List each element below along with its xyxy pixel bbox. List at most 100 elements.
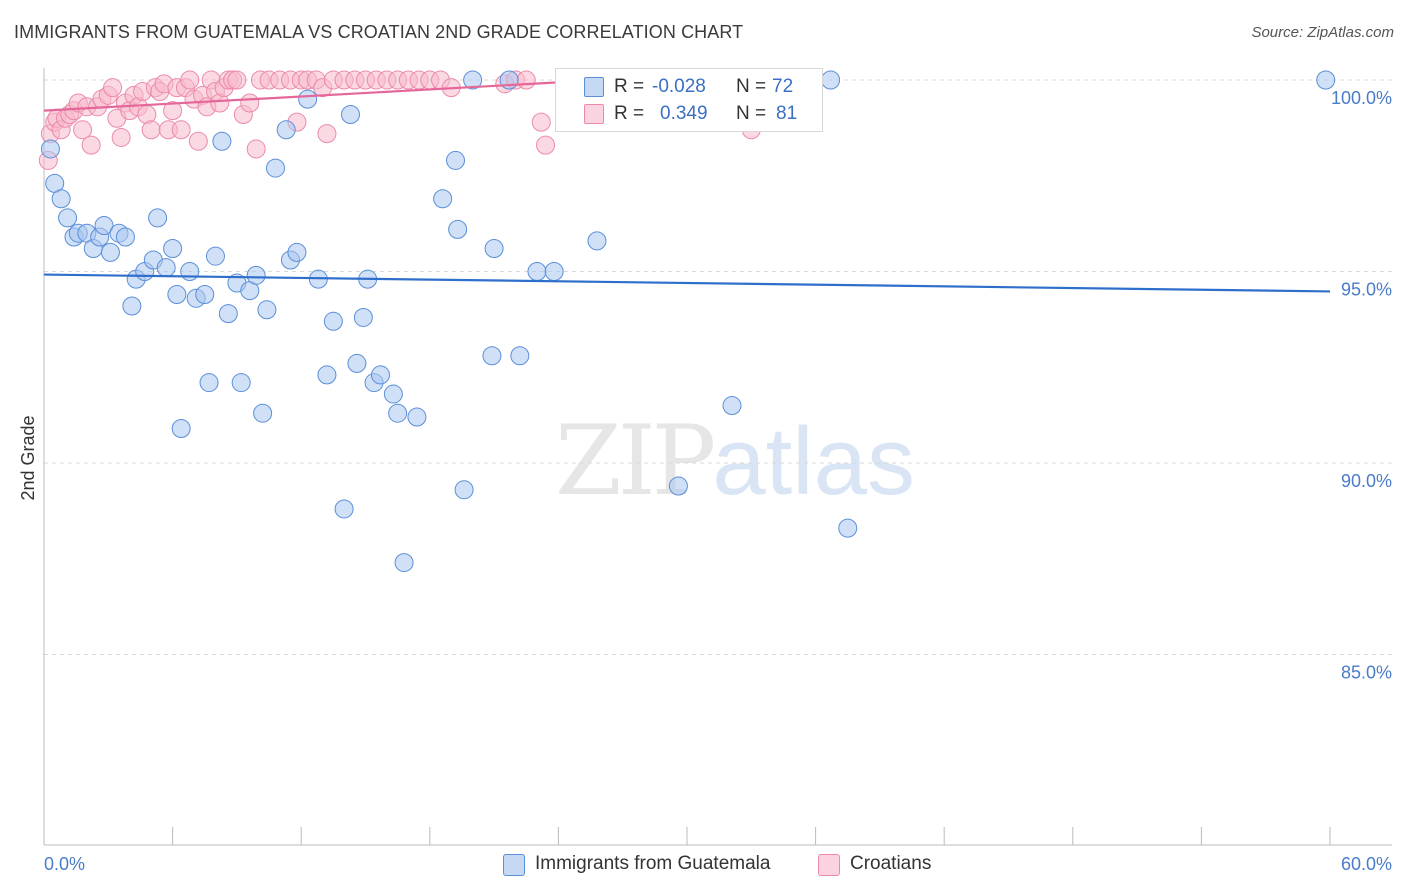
data-point-guatemala [205, 246, 225, 266]
data-point-guatemala [148, 208, 168, 228]
data-point-croatians [180, 70, 200, 90]
series-guatemala [40, 70, 1336, 573]
data-point-guatemala [446, 150, 466, 170]
data-point-guatemala [394, 553, 414, 573]
axes [43, 68, 1392, 846]
data-point-guatemala [287, 242, 307, 262]
legend-n-label: N = [736, 76, 767, 97]
data-point-guatemala [482, 346, 502, 366]
legend-swatch-pink [818, 854, 840, 876]
data-point-guatemala [433, 189, 453, 209]
legend-label-guatemala: Immigrants from Guatemala [535, 853, 771, 874]
data-point-guatemala [347, 353, 367, 373]
data-point-guatemala [298, 89, 318, 109]
data-point-guatemala [668, 476, 688, 496]
data-point-guatemala [171, 419, 191, 439]
data-point-guatemala [156, 258, 176, 278]
data-point-guatemala [58, 208, 78, 228]
data-point-guatemala [340, 104, 360, 124]
correlation-legend: R = -0.028 N = 72 R = 0.349 N = 81 [555, 68, 823, 132]
data-point-croatians [227, 70, 247, 90]
data-point-guatemala [544, 262, 564, 281]
data-point-croatians [103, 78, 123, 98]
data-point-guatemala [276, 120, 296, 140]
data-point-croatians [171, 120, 191, 140]
data-point-guatemala [838, 518, 858, 538]
y-tick-label: 100.0% [1331, 88, 1392, 108]
data-point-guatemala [94, 216, 114, 236]
data-point-guatemala [317, 365, 337, 385]
x-ticks [43, 827, 1331, 845]
data-point-croatians [240, 93, 260, 113]
data-point-guatemala [231, 373, 251, 393]
data-point-guatemala [323, 311, 343, 331]
y-tick-label: 90.0% [1341, 471, 1392, 491]
data-point-guatemala [115, 227, 135, 247]
data-point-croatians [246, 139, 266, 159]
watermark-atlas: atlas [712, 408, 915, 515]
data-point-guatemala [218, 304, 238, 324]
data-point-croatians [141, 120, 161, 140]
data-point-guatemala [180, 262, 200, 281]
data-point-croatians [163, 101, 183, 121]
trend-line-croatians [43, 78, 602, 112]
data-point-guatemala [195, 284, 215, 304]
data-point-guatemala [163, 239, 183, 259]
data-point-guatemala [246, 265, 266, 285]
data-point-croatians [516, 70, 536, 90]
data-point-croatians [536, 135, 556, 155]
x-tick-label-max: 60.0% [1341, 854, 1392, 874]
data-point-guatemala [100, 242, 120, 262]
data-point-croatians [73, 120, 93, 140]
data-point-guatemala [199, 373, 219, 393]
y-tick-label: 95.0% [1341, 280, 1392, 300]
data-point-guatemala [1316, 70, 1336, 90]
watermark-zip: ZIP [555, 405, 716, 517]
data-point-guatemala [353, 307, 373, 327]
chart-title: IMMIGRANTS FROM GUATEMALA VS CROATIAN 2N… [14, 22, 744, 42]
y-tick-labels: 85.0% 90.0% 95.0% 100.0% [1331, 88, 1392, 683]
data-point-guatemala [527, 262, 547, 281]
data-point-guatemala [448, 219, 468, 239]
data-point-guatemala [371, 365, 391, 385]
data-point-croatians [531, 112, 551, 132]
grid-lines [44, 79, 1392, 655]
data-point-guatemala [383, 384, 403, 404]
data-point-guatemala [122, 296, 142, 316]
y-tick-label: 85.0% [1341, 663, 1392, 683]
data-point-guatemala [388, 403, 408, 423]
series-legend: Immigrants from Guatemala Croatians [0, 853, 1406, 877]
data-point-guatemala [454, 480, 474, 500]
data-point-guatemala [265, 158, 285, 178]
data-point-croatians [111, 127, 131, 147]
legend-swatch-blue [503, 854, 525, 876]
data-point-guatemala [407, 407, 427, 427]
data-point-croatians [317, 124, 337, 144]
watermark: ZIPatlas [555, 405, 915, 517]
data-point-guatemala [334, 499, 354, 519]
data-point-croatians [188, 131, 208, 151]
data-point-guatemala [587, 231, 607, 251]
data-point-croatians [81, 135, 101, 155]
legend-n-label: N = [736, 103, 767, 124]
source-label: Source: ZipAtlas.com [1251, 24, 1394, 41]
trend-line-guatemala [43, 273, 1331, 293]
legend-r-label: R = [614, 76, 645, 97]
legend-r-value: 0.349 [660, 103, 708, 124]
x-tick-label-min: 0.0% [44, 854, 85, 874]
data-point-guatemala [167, 284, 187, 304]
legend-r-label: R = [614, 103, 645, 124]
data-point-guatemala [257, 300, 277, 320]
legend-r-value: -0.028 [652, 76, 706, 97]
data-point-guatemala [51, 189, 71, 209]
legend-row-guatemala: R = -0.028 N = 72 [556, 74, 822, 100]
data-point-guatemala [821, 70, 841, 90]
legend-swatch-pink [584, 104, 604, 124]
legend-label-croatians: Croatians [850, 853, 932, 874]
legend-swatch-blue [584, 77, 604, 97]
data-point-guatemala [40, 139, 60, 159]
legend-n-value: 72 [772, 76, 794, 97]
legend-n-value: 81 [776, 103, 798, 124]
legend-row-croatians: R = 0.349 N = 81 [556, 101, 822, 127]
